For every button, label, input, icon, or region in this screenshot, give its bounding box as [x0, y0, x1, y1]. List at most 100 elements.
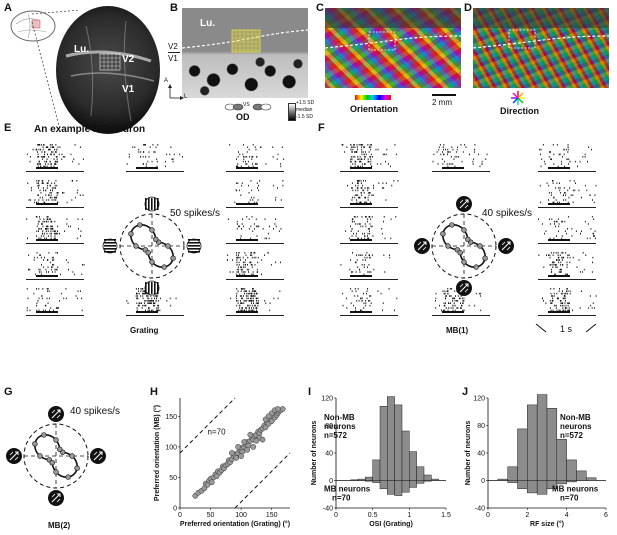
- hist-bar-mb: [387, 480, 395, 495]
- tuning-point: [128, 231, 134, 237]
- direction-map-overlay: [472, 8, 610, 49]
- series-label-non-mb-2: neurons: [560, 422, 592, 431]
- x-tick-label: 4: [565, 512, 569, 519]
- eye-symbols: [224, 103, 272, 111]
- rate-label-e: 50 spikes/s: [170, 208, 221, 219]
- y-tick-label: 150: [165, 414, 177, 421]
- x-tick-label: 2: [525, 512, 529, 519]
- spike-raster: [340, 214, 398, 244]
- tuning-point: [149, 259, 155, 265]
- hist-bar-non-mb: [365, 476, 373, 481]
- stimulus-bar: [136, 311, 158, 313]
- scale-bar-2mm: [432, 94, 456, 96]
- compass-a-label: A: [164, 78, 169, 84]
- spike-raster: [226, 178, 284, 208]
- hist-bar-non-mb: [497, 478, 508, 481]
- compass: [168, 84, 184, 100]
- panel-label-b: B: [170, 2, 178, 14]
- motion-stimulus-icon: [6, 448, 22, 464]
- motion-stimulus-icon: [48, 406, 64, 422]
- scatter-point: [241, 439, 248, 445]
- tuning-point: [461, 227, 467, 233]
- raster-baseline: [226, 279, 284, 280]
- stimulus-bar: [548, 275, 570, 277]
- stimulus-bar: [236, 239, 258, 241]
- tuning-point: [65, 474, 71, 480]
- panel-label-j: J: [462, 386, 469, 398]
- raster-spikes: [26, 216, 83, 240]
- motion-stimulus-icon: [48, 490, 64, 506]
- tuning-point: [161, 264, 167, 270]
- raster-spikes: [539, 144, 592, 168]
- stimulus-bar: [36, 239, 58, 241]
- mb2-label: MB(2): [48, 521, 71, 530]
- od-scale-bar: [288, 103, 296, 121]
- rate-label-g: 40 spikes/s: [70, 406, 121, 417]
- od-scale-top: +1.5 SD: [296, 100, 315, 106]
- hist-bar-non-mb: [401, 430, 410, 481]
- polar-plot-f: [414, 196, 514, 296]
- x-tick-label: 0.5: [368, 512, 378, 519]
- grating-label: Grating: [130, 326, 159, 335]
- stimulus-bar: [442, 167, 464, 169]
- n-annotation: n=70: [208, 428, 227, 437]
- grating-stimulus-icon: [102, 238, 118, 254]
- orientation-label: Orientation: [350, 104, 399, 114]
- stimulus-bar: [36, 167, 58, 169]
- panel-label-g: G: [4, 386, 13, 398]
- spike-raster: [538, 142, 596, 172]
- raster-baseline: [340, 315, 398, 316]
- series-label-non-mb: Non-MB: [324, 413, 355, 422]
- motion-stimulus-icon: [414, 238, 430, 254]
- hist-bar-mb: [416, 480, 425, 484]
- v1-label-a: V1: [122, 84, 135, 95]
- raster-baseline: [538, 315, 596, 316]
- tuning-point: [170, 255, 176, 261]
- motion-stimulus-icon: [456, 280, 472, 296]
- x-tick-label: 0: [178, 512, 182, 519]
- tuning-point: [477, 243, 483, 249]
- panel-label-d: D: [464, 2, 472, 14]
- y-tick-label: 40: [477, 451, 485, 458]
- hist-bar-mb: [536, 480, 548, 495]
- spike-raster: [226, 142, 285, 172]
- raster-spikes: [538, 216, 596, 240]
- series-label-mb: MB neurons: [324, 484, 371, 493]
- od-map-overlay: [181, 29, 309, 53]
- tuning-point: [149, 227, 155, 233]
- spike-raster: [538, 214, 596, 244]
- raster-spikes: [226, 252, 281, 276]
- hist-bar-mb: [566, 480, 577, 483]
- stimulus-bar: [350, 311, 372, 313]
- hist-bar-non-mb: [423, 474, 432, 481]
- raster-baseline: [432, 315, 490, 316]
- raster-baseline: [26, 243, 84, 244]
- spike-raster: [538, 286, 597, 316]
- raster-spikes: [542, 288, 597, 312]
- raster-spikes: [126, 144, 183, 168]
- v1-label-b: V1: [168, 54, 178, 63]
- hist-bar-non-mb: [387, 396, 395, 481]
- scatter-chart-h: 0 50 100 150 0 50 100 150 n=70 Preferred orientat…: [153, 397, 291, 528]
- raster-spikes: [230, 288, 281, 312]
- raster-baseline: [340, 171, 398, 172]
- x-axis-label: RF size (°): [530, 520, 564, 528]
- tuning-point: [473, 264, 479, 270]
- x-tick-label: 0: [334, 512, 338, 519]
- raster-baseline: [226, 243, 284, 244]
- tuning-point: [53, 469, 59, 475]
- spike-raster: [26, 142, 84, 172]
- tuning-point: [145, 249, 151, 256]
- raster-baseline: [340, 279, 398, 280]
- hist-bar-non-mb: [416, 466, 425, 481]
- scatter-point: [244, 447, 251, 453]
- spike-raster: [26, 178, 84, 208]
- stimulus-bar: [548, 239, 570, 241]
- stimulus-bar: [36, 275, 58, 277]
- stimulus-bar: [350, 167, 372, 169]
- raster-spikes: [26, 288, 83, 312]
- raster-spikes: [27, 180, 84, 204]
- tuning-point: [137, 222, 143, 228]
- y-tick-label: 120: [473, 396, 485, 403]
